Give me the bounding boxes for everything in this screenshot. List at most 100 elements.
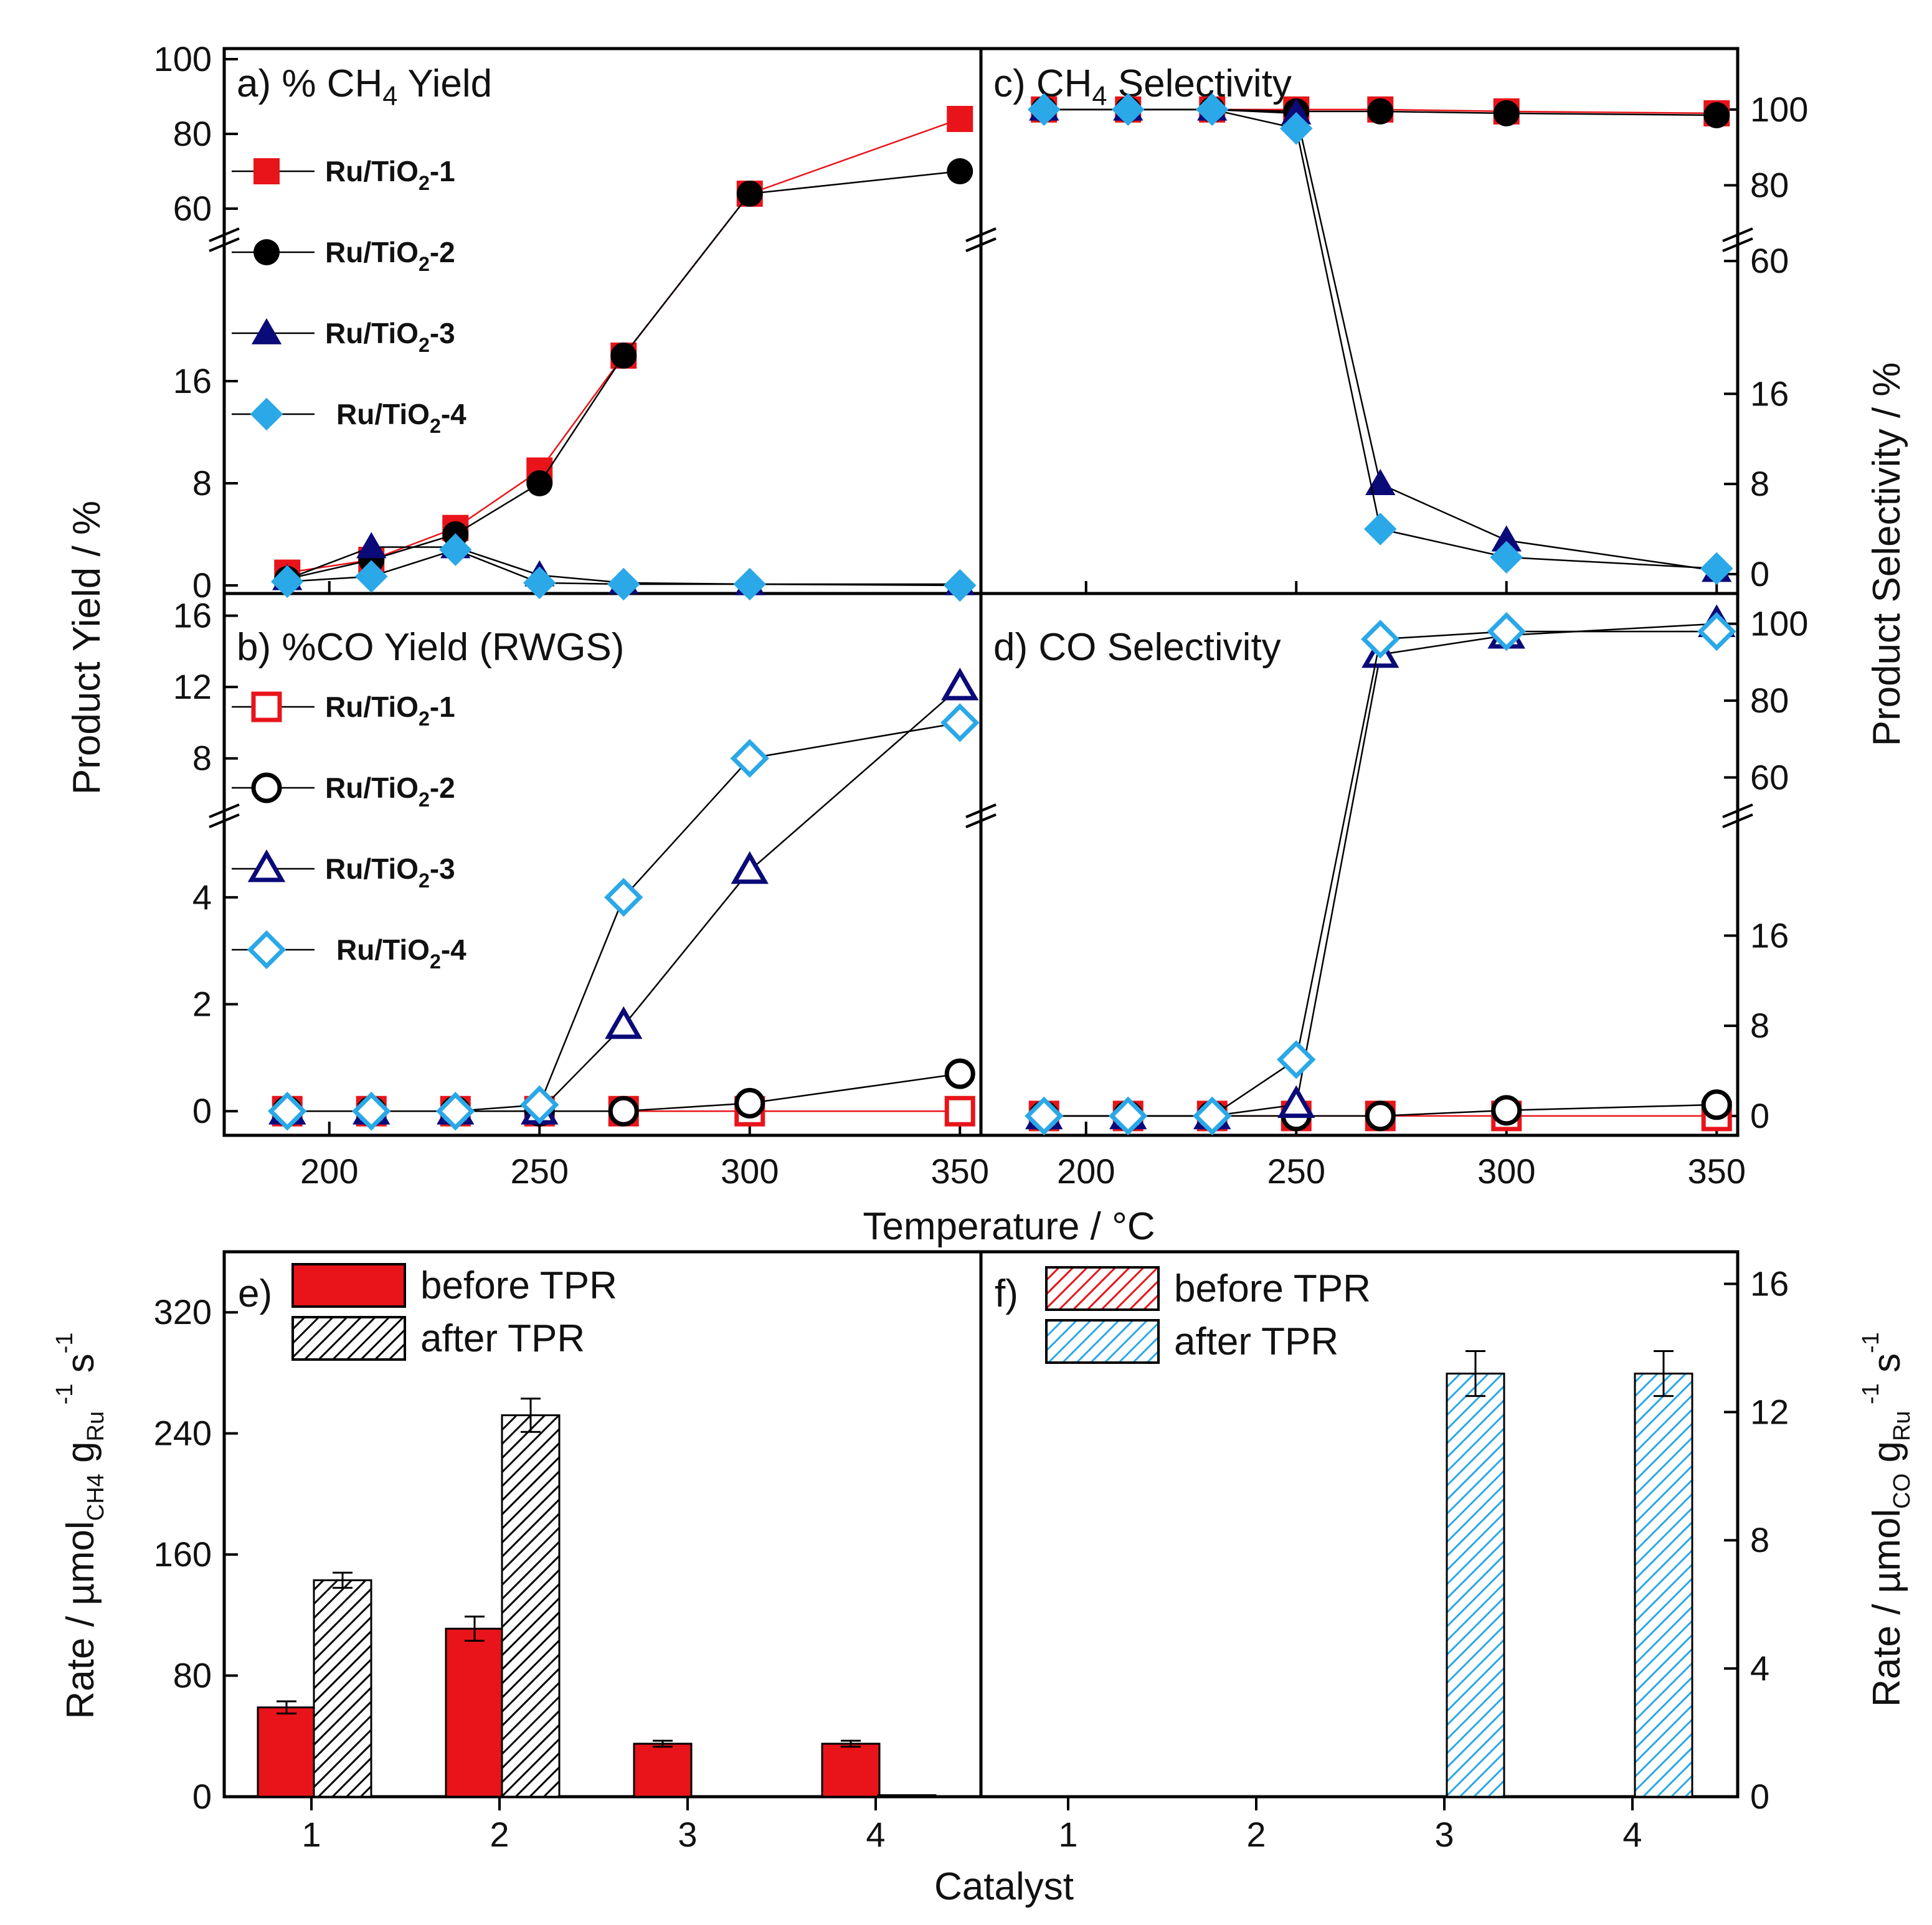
data-point [730, 739, 769, 778]
y-tick-label: 80 [173, 114, 212, 153]
data-point [1367, 98, 1394, 125]
y-tick-label: 0 [192, 1777, 212, 1816]
axis-break-mark [965, 813, 997, 828]
data-point [1491, 525, 1522, 552]
bar [877, 1794, 937, 1798]
legend-marker [253, 158, 280, 184]
panel-title: d) CO Selectivity [993, 626, 1281, 669]
data-point [944, 1095, 975, 1127]
legend-marker [250, 397, 283, 431]
data-point [1361, 620, 1400, 659]
x-tick-label: 350 [1688, 1152, 1746, 1191]
series-line [1044, 623, 1717, 1117]
axis-break-mark [965, 803, 997, 818]
data-point [733, 567, 766, 601]
y-tick-label: 0 [1750, 1096, 1769, 1135]
data-point [520, 1085, 559, 1125]
data-point [1490, 541, 1523, 574]
y-tick-label: 4 [192, 877, 212, 917]
data-point [355, 560, 388, 593]
legend-marker [251, 691, 282, 722]
y-tick-label: 4 [1750, 1648, 1769, 1688]
legend-swatch [291, 1316, 406, 1361]
data-point [352, 1092, 391, 1131]
bar [1634, 1373, 1693, 1798]
panel-title: a) % CH4 Yield [237, 62, 492, 111]
panel-title: f) [995, 1272, 1018, 1315]
panel-d-co-selectivity: 0 8 16 60 80 100 200 250 300 350 d) CO Selectivity [965, 604, 1808, 1191]
data-point [1493, 100, 1520, 126]
panel-b-co-yield: 0 2 4 8 12 16 200 250 300 350 b) %CO Yield (RWGS) R… [173, 596, 997, 1191]
legend-marker [247, 930, 286, 970]
x-tick-label: 2 [490, 1815, 509, 1854]
y-tick-label: 60 [173, 189, 212, 228]
data-point [1364, 513, 1397, 546]
data-point [610, 343, 637, 369]
data-point [1196, 93, 1229, 126]
axis-break-mark [1722, 237, 1753, 252]
bar [633, 1743, 693, 1798]
y-tick-label: 16 [173, 361, 212, 400]
data-point [1277, 1040, 1316, 1079]
legend-label: after TPR [420, 1317, 585, 1360]
left-y-axis-title: Product Yield / % [65, 501, 108, 795]
data-point [1697, 612, 1736, 651]
y-tick-label: 80 [1750, 681, 1789, 720]
data-point [734, 1087, 765, 1119]
axis-break-mark [1722, 813, 1753, 828]
x-tick-label: 200 [1057, 1152, 1115, 1191]
data-point [439, 533, 472, 566]
bottom-x-axis-title: Catalyst [934, 1865, 1074, 1908]
y-tick-label: 160 [154, 1535, 212, 1574]
data-point [731, 851, 769, 884]
x-tick-label: 300 [721, 1152, 779, 1191]
axis-break-mark [209, 237, 240, 252]
y-tick-label: 0 [192, 1091, 212, 1130]
data-point [608, 1095, 639, 1127]
data-point [1280, 112, 1313, 145]
y-tick-label: 8 [192, 739, 212, 778]
data-point [356, 532, 387, 559]
data-point [523, 566, 556, 600]
data-point [1487, 612, 1526, 651]
x-tick-label: 300 [1477, 1152, 1535, 1191]
y-tick-label: 16 [1750, 915, 1789, 955]
data-point [436, 1092, 475, 1131]
x-tick-label: 350 [931, 1152, 989, 1191]
legend-marker [253, 239, 280, 265]
y-tick-label: 16 [173, 596, 212, 635]
y-tick-label: 60 [1750, 757, 1789, 797]
data-point [605, 1006, 643, 1039]
panel-title: e) [238, 1272, 272, 1315]
x-axis-title: Temperature / °C [863, 1205, 1155, 1248]
x-tick-label: 250 [1267, 1152, 1325, 1191]
y-tick-label: 320 [154, 1292, 212, 1331]
x-tick-label: 1 [1058, 1815, 1077, 1854]
data-point [940, 703, 980, 742]
y-tick-label: 12 [173, 667, 212, 706]
bar [821, 1743, 881, 1798]
legend-swatch [1045, 1319, 1160, 1364]
y-tick-label: 12 [1750, 1392, 1789, 1431]
x-tick-label: 1 [301, 1815, 321, 1854]
legend-label: Ru/TiO2-1 [325, 155, 455, 194]
y-tick-label: 2 [192, 985, 212, 1024]
data-point [1365, 468, 1396, 495]
legend-label: Ru/TiO2-2 [325, 236, 455, 275]
y-tick-label: 100 [1750, 90, 1808, 129]
data-point [947, 106, 973, 132]
data-point [604, 877, 643, 917]
axis-break-mark [209, 813, 240, 828]
panel-a-ch4-yield: 0 8 16 60 80 100 a) % CH4 Yield Ru/TiO2-1 Ru/TiO… [154, 39, 997, 605]
x-tick-label: 3 [1434, 1815, 1454, 1854]
axis-break-mark [965, 237, 997, 252]
series-line [286, 170, 960, 580]
y-tick-label: 16 [1750, 1264, 1789, 1303]
data-point [1491, 1095, 1522, 1126]
data-point [1701, 1089, 1732, 1120]
data-point [1028, 93, 1061, 126]
data-point [271, 565, 304, 598]
axis-break-mark [1722, 227, 1753, 242]
